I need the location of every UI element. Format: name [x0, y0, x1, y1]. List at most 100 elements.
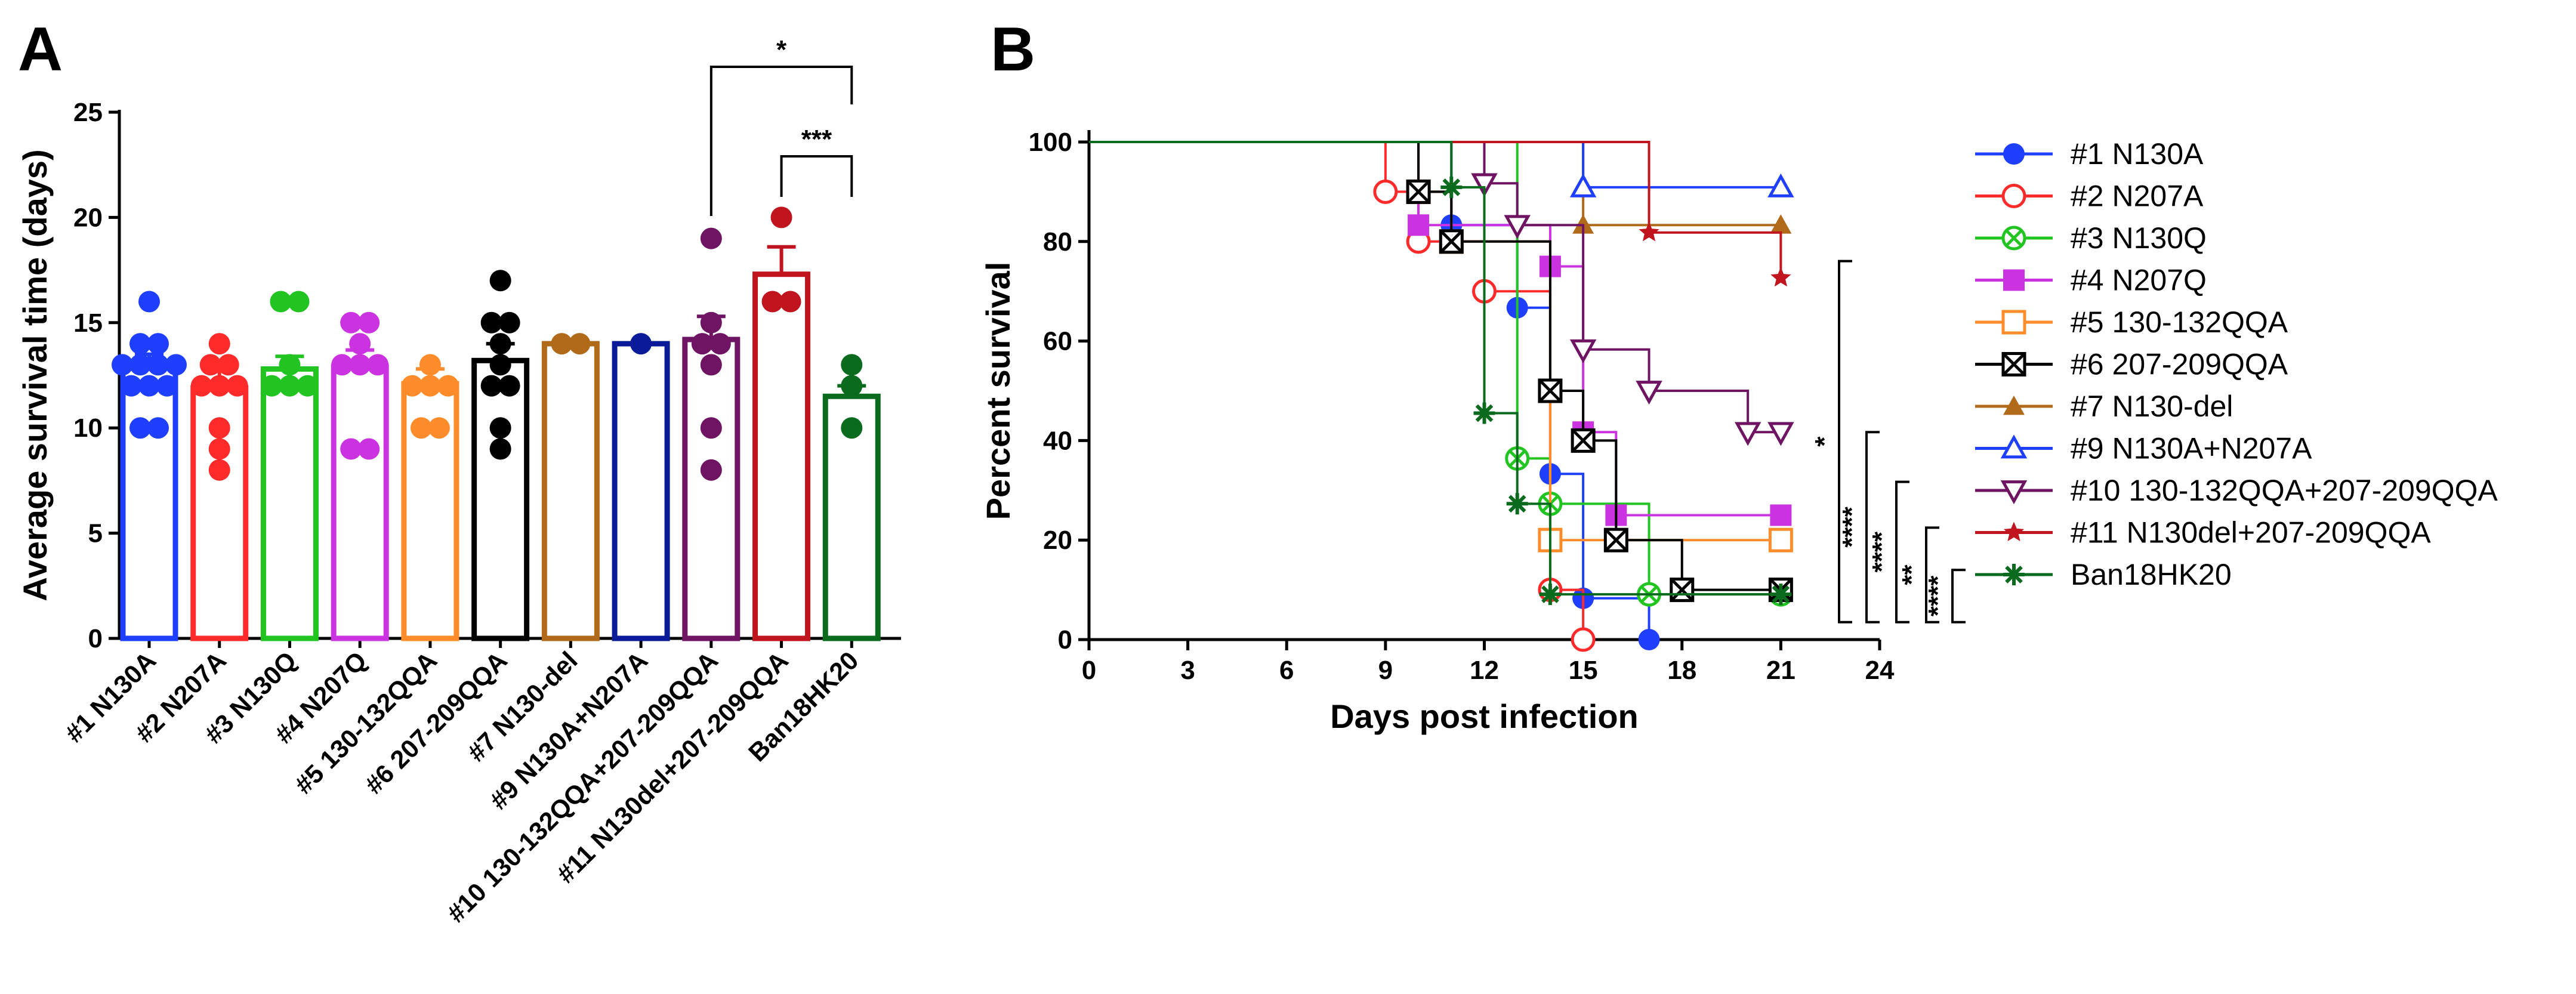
legend-marker: [2003, 564, 2025, 585]
data-point: [121, 375, 142, 397]
marker-cross: [1538, 379, 1562, 403]
data-point: [147, 354, 169, 376]
significance-label: ****: [1923, 575, 1952, 616]
data-point: [700, 227, 722, 249]
data-point: [1638, 629, 1660, 650]
bar: [120, 364, 178, 641]
data-point: [1770, 584, 1792, 606]
data-point: [349, 333, 371, 355]
data-point: [498, 375, 520, 397]
data-point: [1767, 173, 1794, 197]
bar: [752, 271, 811, 641]
legend-marker: [2001, 310, 2026, 335]
data-point: [1639, 221, 1659, 242]
legend-item: #5 130-132QQA: [1975, 305, 2288, 339]
significance-bracket: [1951, 569, 1966, 623]
legend-item: #3 N130Q: [1975, 221, 2207, 255]
data-point: [270, 291, 292, 313]
legend-label: #10 130-132QQA+207-209QQA: [2071, 474, 2498, 507]
x-tick-label: 15: [1569, 656, 1598, 685]
data-point: [1373, 179, 1398, 204]
data-point: [841, 375, 863, 397]
data-point: [349, 354, 371, 376]
bar: [682, 337, 741, 641]
legend-item: #6 207-209QQA: [1975, 348, 2288, 381]
data-point: [279, 354, 301, 376]
data-point: [700, 459, 722, 481]
marker-shape: [1471, 173, 1498, 197]
significance-label: **: [1897, 564, 1926, 585]
y-tick-label: 5: [88, 519, 103, 548]
marker-shape: [1571, 627, 1596, 652]
y-tick-label: 80: [1043, 227, 1072, 257]
y-tick-label: 20: [1043, 526, 1072, 555]
legend-label: #2 N207A: [2071, 180, 2204, 213]
survival-line: [1089, 141, 1782, 278]
significance-bracket: [709, 66, 853, 216]
marker-shape: [1569, 173, 1597, 197]
legend-label: #5 130-132QQA: [2071, 305, 2288, 339]
x-tick-label: 18: [1667, 656, 1696, 685]
legend-marker: [2003, 521, 2025, 542]
y-tick-label: 10: [73, 413, 103, 443]
data-point: [1734, 422, 1761, 446]
data-point: [498, 311, 520, 334]
data-point: [700, 354, 722, 376]
x-tick-label: 12: [1470, 656, 1499, 685]
marker-shape: [2003, 521, 2025, 542]
data-point: [841, 417, 863, 439]
data-point: [1770, 214, 1792, 234]
data-point: [1768, 527, 1793, 552]
y-tick-label: 60: [1043, 327, 1072, 356]
legend-label: #4 N207Q: [2071, 264, 2207, 297]
legend-label: #6 207-209QQA: [2071, 348, 2288, 381]
legend-marker: [2001, 352, 2026, 376]
data-point: [761, 291, 783, 313]
marker-cross: [1439, 230, 1464, 254]
data-point: [691, 333, 713, 355]
x-tick-label: 21: [1766, 656, 1796, 685]
y-tick-label: 25: [73, 98, 103, 127]
significance-bracket: [780, 155, 853, 197]
data-point: [138, 291, 160, 313]
data-point: [1636, 381, 1662, 405]
significance-bracket: [1865, 431, 1880, 623]
data-point: [489, 417, 511, 439]
significance-label: *: [1810, 436, 1839, 447]
y-axis-title: Average survival time (days): [16, 149, 54, 601]
marker-shape: [1770, 504, 1792, 526]
x-tick-label: 0: [1082, 656, 1096, 685]
marker-cross: [1406, 180, 1430, 204]
legend-marker: [2001, 226, 2026, 251]
data-point: [1571, 428, 1596, 453]
bar: [401, 381, 459, 641]
significance-bracket: [1925, 526, 1939, 623]
data-point: [419, 375, 441, 397]
significance-label: *: [776, 35, 787, 64]
data-point: [340, 311, 362, 334]
legend-item: #4 N207Q: [1975, 264, 2207, 297]
data-point: [480, 375, 502, 397]
data-point: [770, 206, 792, 229]
marker-shape: [1639, 221, 1659, 242]
legend-item: #10 130-132QQA+207-209QQA: [1975, 474, 2498, 507]
data-point: [1767, 422, 1794, 446]
significance-label: ****: [1837, 506, 1867, 547]
legend-marker: [2000, 480, 2028, 505]
data-point: [1569, 339, 1597, 363]
data-point: [480, 311, 502, 334]
marker-shape: [1768, 527, 1793, 552]
marker-shape: [1373, 179, 1398, 204]
marker-shape: [2001, 184, 2026, 208]
data-point: [630, 333, 652, 355]
legend-item: #9 N130A+N207A: [1975, 432, 2312, 465]
data-point: [1569, 173, 1597, 197]
data-point: [1473, 402, 1495, 424]
marker-shape: [2003, 143, 2025, 165]
survival-line: [1089, 141, 1781, 517]
survival-line: [1089, 141, 1781, 596]
panel-label-b: B: [991, 15, 1035, 84]
marker-shape: [2001, 310, 2026, 335]
data-point: [1506, 493, 1528, 515]
